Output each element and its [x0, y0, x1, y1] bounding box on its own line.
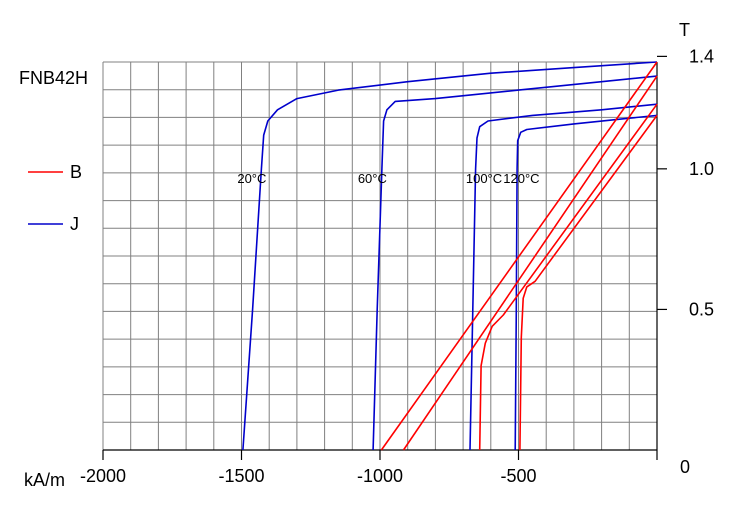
temperature-label: 60°C — [358, 171, 387, 186]
chart-title: FNB42H — [19, 68, 88, 88]
grid — [102, 61, 658, 451]
y-axis-label: T — [679, 20, 690, 40]
x-axis-label: kA/m — [24, 470, 65, 490]
series-j-curve — [372, 75, 658, 451]
x-tick-label: -500 — [500, 466, 536, 486]
x-tick-label: -2000 — [80, 466, 126, 486]
legend-label-j: J — [70, 214, 79, 234]
x-tick-label: -1500 — [218, 466, 264, 486]
x-tick-label: -1000 — [357, 466, 403, 486]
series-b-curve — [402, 75, 658, 451]
labels-layer: 20°C 60°C 100°C 120°C — [237, 171, 539, 186]
temperature-label: 120°C — [503, 171, 539, 186]
series-b-curve — [519, 114, 658, 451]
axes: -2000 -1500 -1000 -500 0 1.4 1.0 0.5 — [80, 46, 714, 486]
y-tick-label: 0.5 — [689, 299, 714, 319]
series-layer — [242, 61, 658, 451]
series-j-curve — [469, 103, 658, 451]
y-tick-label: 1.0 — [689, 159, 714, 179]
temperature-label: 20°C — [237, 171, 266, 186]
y-tick-label: 1.4 — [689, 46, 714, 66]
legend: B J — [28, 162, 82, 234]
temperature-label: 100°C — [466, 171, 502, 186]
series-b-curve — [380, 61, 658, 451]
x-tick-label: 0 — [680, 457, 690, 477]
series-b-curve — [478, 103, 658, 451]
legend-label-b: B — [70, 162, 82, 182]
series-j-curve — [514, 114, 658, 451]
series-j-curve — [242, 61, 658, 451]
